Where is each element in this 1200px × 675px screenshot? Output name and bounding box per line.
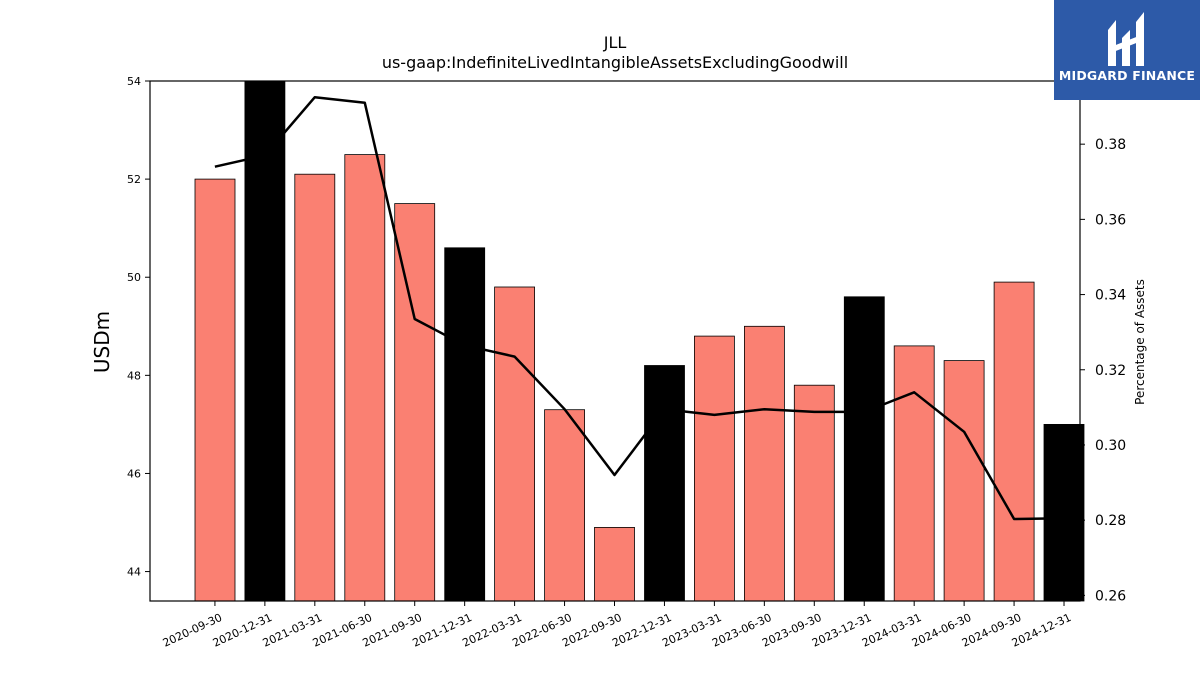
y-tick-label: 52 (127, 173, 141, 186)
bar-2024-06-30 (943, 360, 985, 602)
bar-2021-03-31 (294, 173, 336, 602)
bar-2023-03-31 (694, 335, 735, 602)
chart-title: JLL (603, 33, 627, 52)
brand-logo: MIDGARD FINANCE (1054, 0, 1200, 100)
percentage-line (214, 95, 1065, 521)
brand-name: MIDGARD FINANCE (1058, 68, 1196, 83)
y2-tick-label: 0.36 (1095, 212, 1126, 228)
y-axis-label: USDm (90, 311, 114, 373)
bar-2021-09-30 (394, 203, 436, 602)
line-group (214, 95, 1065, 521)
bar-2024-03-31 (893, 345, 935, 602)
y-tick-label: 46 (127, 467, 141, 480)
chart-subtitle: us-gaap:IndefiniteLivedIntangibleAssetsE… (382, 53, 848, 72)
bar-2021-06-30 (344, 154, 386, 602)
bar-2021-12-31 (444, 247, 486, 602)
y2-tick-label: 0.26 (1095, 588, 1126, 604)
y-tick-label: 44 (127, 566, 141, 579)
y-tick-label: 54 (127, 75, 141, 88)
bar-2022-09-30 (594, 527, 635, 602)
y2-tick-label: 0.32 (1095, 363, 1126, 379)
y-tick-label: 50 (127, 271, 141, 284)
bar-2024-09-30 (993, 281, 1035, 602)
bar-2022-12-31 (644, 365, 685, 602)
bar-2022-03-31 (494, 286, 536, 602)
y2-tick-label: 0.30 (1095, 438, 1126, 454)
bar-2020-09-30 (194, 178, 236, 602)
plot-frame (149, 80, 1081, 602)
bar-2022-06-30 (544, 409, 585, 602)
midgard-logo-icon (1108, 12, 1144, 66)
bar-2023-09-30 (793, 384, 835, 602)
y-tick-label: 48 (127, 369, 141, 382)
y2-tick-label: 0.38 (1095, 137, 1126, 153)
bar-2023-06-30 (744, 325, 785, 602)
y2-tick-label: 0.28 (1095, 513, 1126, 529)
y2-axis-label: Percentage of Assets (1133, 279, 1147, 405)
bar-group (194, 80, 1085, 602)
bar-2023-12-31 (843, 296, 885, 602)
y2-tick-label: 0.34 (1095, 288, 1126, 304)
bar-2020-12-31 (244, 80, 286, 602)
bar-2024-12-31 (1043, 423, 1085, 602)
